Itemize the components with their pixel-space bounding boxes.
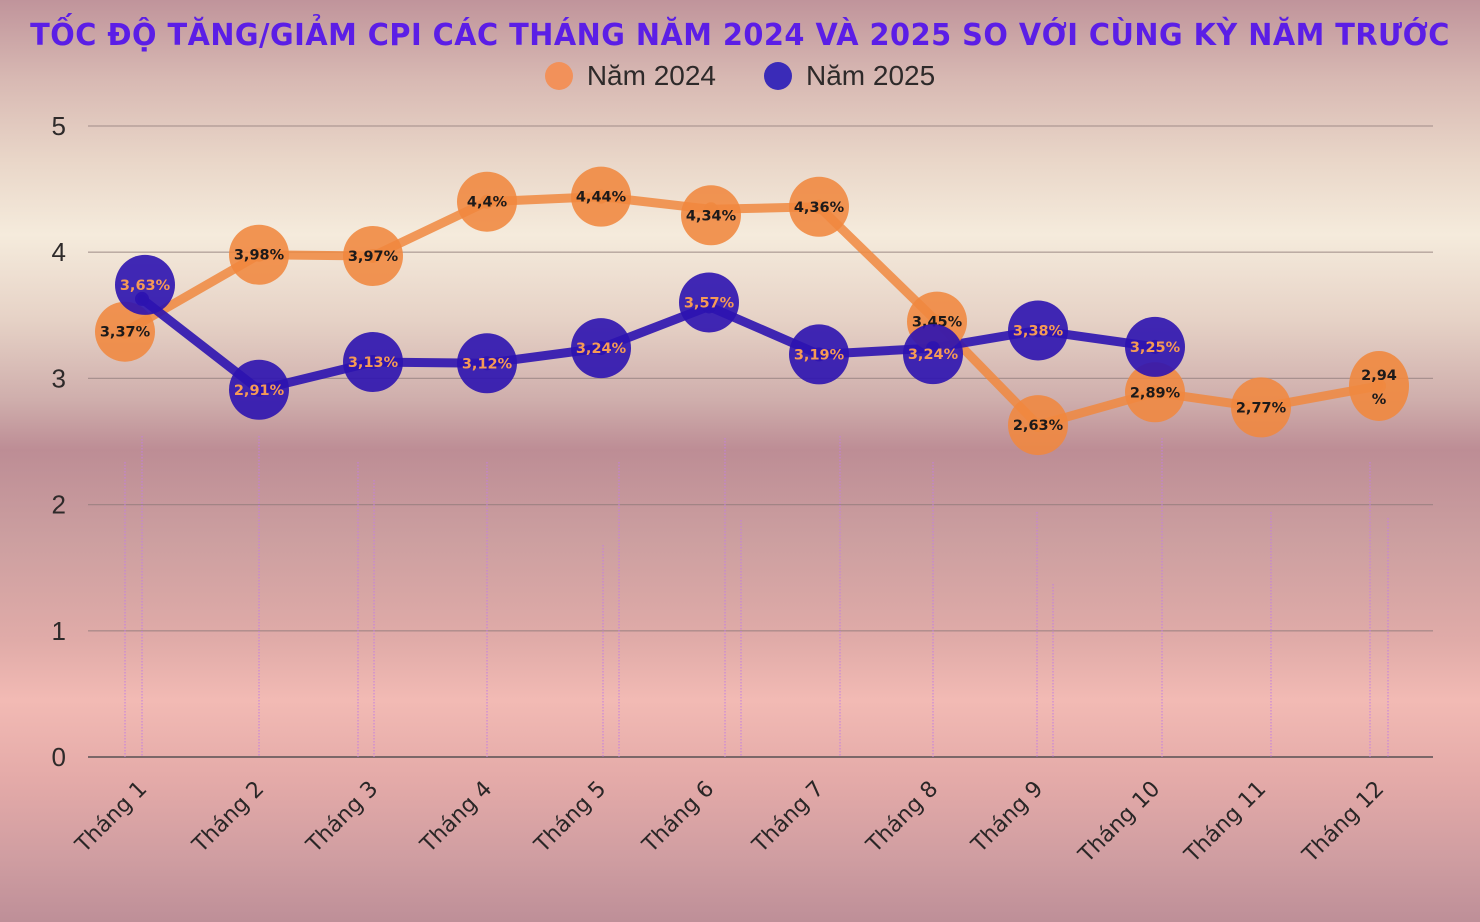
series-2024-point[interactable]: 3,98% — [229, 224, 289, 285]
x-tick-label: Tháng 5 — [529, 777, 611, 859]
dotted-decoration-lines — [124, 436, 1389, 757]
legend-item-2025[interactable]: Năm 2025 — [764, 60, 935, 92]
legend-swatch-2025-icon — [764, 62, 792, 90]
data-label: 3,37% — [100, 325, 151, 341]
series-2024-point[interactable]: 4,36% — [789, 176, 849, 237]
y-tick-label: 0 — [52, 742, 66, 772]
data-label: 3,38% — [1013, 323, 1064, 339]
y-tick-label: 5 — [52, 111, 66, 141]
series-2024-point[interactable]: 3,37% — [95, 301, 155, 362]
y-axis: 0 1 2 3 4 5 — [52, 111, 66, 772]
data-label: 3,97% — [348, 249, 399, 265]
data-label: 2,63% — [1013, 418, 1064, 434]
series-2025-point[interactable]: 3,57% — [679, 272, 739, 333]
series-2024-point[interactable]: 3,97% — [343, 225, 403, 286]
series-2024-point[interactable]: 2,89% — [1125, 362, 1185, 423]
series-2025-point[interactable]: 3,19% — [789, 324, 849, 385]
x-tick-label: Tháng 8 — [861, 777, 943, 859]
series-2025-point[interactable]: 3,38% — [1008, 300, 1068, 361]
data-label: 2,91% — [234, 383, 285, 399]
x-tick-label: Tháng 3 — [301, 777, 383, 859]
data-label: 4,44% — [576, 190, 627, 206]
series-2025-point[interactable]: 3,13% — [343, 331, 403, 392]
x-tick-label: Tháng 6 — [637, 777, 719, 859]
y-tick-label: 2 — [52, 490, 66, 520]
legend-label-2024: Năm 2024 — [586, 60, 716, 91]
legend-label-2025: Năm 2025 — [806, 60, 936, 91]
data-label: 4,4% — [467, 195, 508, 211]
data-label: 2,94 — [1361, 368, 1397, 384]
x-tick-label: Tháng 1 — [70, 777, 152, 859]
series-2024-point[interactable]: 4,34% — [681, 185, 741, 246]
series-2025-point[interactable]: 2,91% — [229, 359, 289, 420]
x-tick-label: Tháng 9 — [966, 777, 1048, 859]
series-2025-point[interactable]: 3,12% — [457, 333, 517, 394]
x-tick-label: Tháng 10 — [1073, 777, 1165, 869]
series-2024-line — [120, 192, 1384, 430]
data-label: 3,24% — [576, 341, 627, 357]
y-tick-label: 1 — [52, 616, 66, 646]
series-2025-point[interactable]: 3,25% — [1125, 316, 1185, 377]
series-2025-point[interactable]: 3,24% — [903, 324, 963, 385]
x-tick-label: Tháng 11 — [1179, 777, 1271, 869]
data-label: 4,34% — [686, 208, 737, 224]
x-tick-label: Tháng 7 — [747, 777, 829, 859]
y-tick-label: 3 — [52, 363, 66, 393]
data-label: 3,12% — [462, 356, 513, 372]
legend-item-2024[interactable]: Năm 2024 — [544, 60, 716, 92]
chart-title: TỐC ĐỘ TĂNG/GIẢM CPI CÁC THÁNG NĂM 2024 … — [30, 18, 1450, 53]
data-label: 3,19% — [794, 347, 845, 363]
series-layer: 3,37%3,98% 3,97%4,4% 4,44%4,34%4,36%3,45%2… — [95, 166, 1409, 456]
x-tick-label: Tháng 4 — [415, 777, 497, 859]
series-2024-point[interactable]: 4,44% — [571, 166, 631, 227]
series-2024-point[interactable]: 2,94% — [1349, 350, 1409, 421]
x-axis: Tháng 1 Tháng 2 Tháng 3 Tháng 4 Tháng 5 Tháng… — [70, 777, 1389, 869]
series-2024-point[interactable]: 4,4% — [457, 171, 517, 232]
data-label: 3,98% — [234, 248, 285, 264]
data-label: % — [1372, 392, 1387, 408]
x-tick-label: Tháng 2 — [187, 777, 269, 859]
data-label: 4,36% — [794, 200, 845, 216]
series-2025-point[interactable]: 3,24% — [571, 318, 631, 379]
y-tick-label: 4 — [52, 237, 66, 267]
data-label: 2,89% — [1130, 385, 1181, 401]
series-2025-line — [137, 294, 1160, 395]
series-2024-point[interactable]: 2,63% — [1008, 395, 1068, 456]
data-label: 2,77% — [1236, 400, 1287, 416]
data-label: 3,57% — [684, 295, 735, 311]
series-2025-point[interactable]: 3,63% — [115, 254, 175, 315]
data-label: 3,25% — [1130, 340, 1181, 356]
x-tick-label: Tháng 12 — [1297, 777, 1389, 869]
gridlines — [88, 125, 1433, 758]
legend: Năm 2024 Năm 2025 — [0, 60, 1480, 92]
data-label: 3,63% — [120, 278, 171, 294]
data-label: 3,24% — [908, 347, 959, 363]
series-2024-point[interactable]: 2,77% — [1231, 377, 1291, 438]
data-label: 3,13% — [348, 355, 399, 371]
legend-swatch-2024-icon — [544, 62, 573, 90]
